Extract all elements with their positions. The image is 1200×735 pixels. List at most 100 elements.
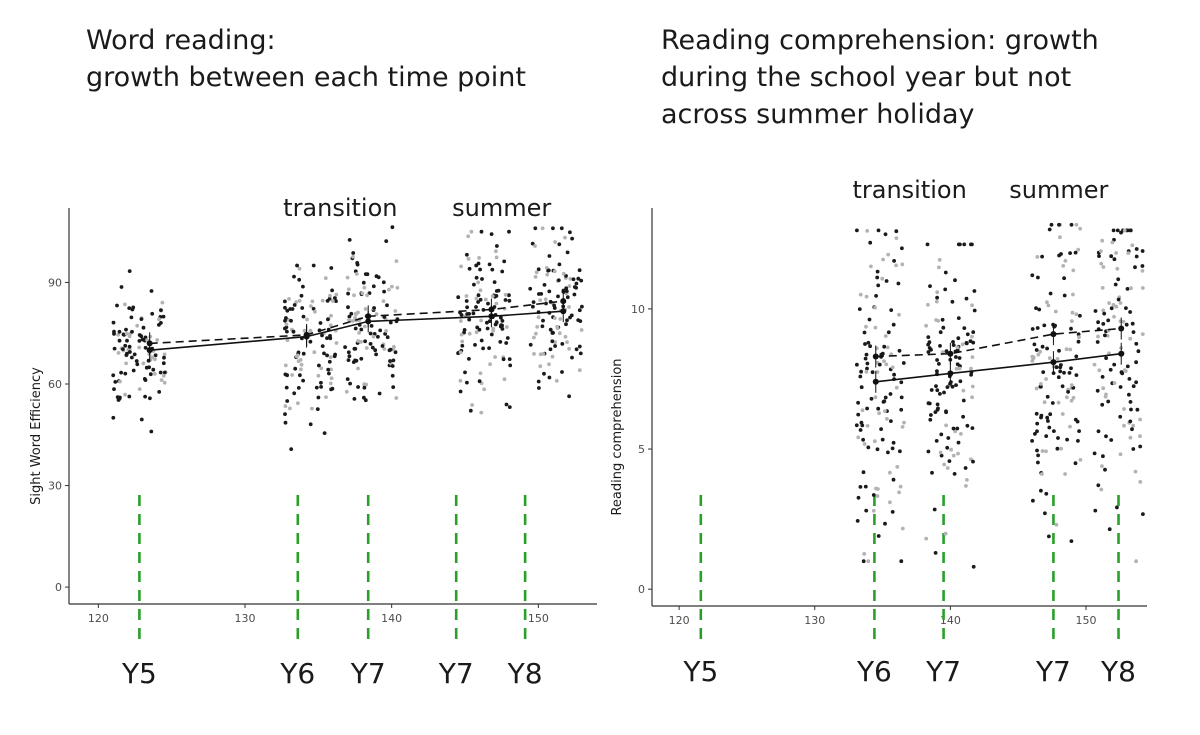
scatter-point bbox=[477, 327, 482, 332]
scatter-point bbox=[1060, 412, 1065, 416]
scatter-point bbox=[362, 382, 367, 387]
y-tick-label: 30 bbox=[48, 480, 62, 493]
scatter-point bbox=[534, 331, 538, 336]
scatter-point bbox=[858, 428, 863, 432]
scatter-point bbox=[504, 402, 509, 407]
scatter-point bbox=[870, 370, 875, 375]
mean-point bbox=[872, 378, 879, 385]
scatter-point bbox=[954, 383, 958, 387]
scatter-point bbox=[869, 396, 874, 401]
scatter-point bbox=[891, 322, 896, 327]
scatter-point bbox=[924, 536, 929, 541]
scatter-point bbox=[480, 277, 484, 281]
scatter-point bbox=[1045, 346, 1049, 351]
scatter-point bbox=[939, 432, 944, 437]
scatter-point bbox=[543, 297, 548, 302]
scatter-point bbox=[390, 373, 395, 378]
scatter-point bbox=[962, 242, 967, 247]
scatter-point bbox=[865, 366, 869, 371]
scatter-point bbox=[883, 409, 887, 413]
timepoint-label: Y5 bbox=[682, 655, 718, 688]
scatter-point bbox=[964, 341, 969, 346]
scatter-point bbox=[301, 314, 306, 319]
scatter-point bbox=[557, 262, 562, 267]
annotation-transition: transition bbox=[852, 176, 966, 204]
scatter-point bbox=[466, 257, 471, 261]
scatter-point bbox=[1050, 401, 1055, 405]
scatter-point bbox=[970, 334, 974, 339]
scatter-point bbox=[471, 311, 476, 316]
scatter-point bbox=[935, 388, 940, 393]
scatter-point bbox=[296, 350, 301, 355]
scatter-point bbox=[112, 329, 116, 334]
scatter-point bbox=[1140, 286, 1145, 290]
scatter-point bbox=[938, 392, 942, 396]
scatter-point bbox=[1112, 381, 1117, 385]
scatter-point bbox=[368, 331, 373, 336]
scatter-point bbox=[283, 404, 288, 408]
scatter-point bbox=[1134, 360, 1138, 365]
scatter-point bbox=[1036, 460, 1040, 465]
scatter-point bbox=[560, 342, 565, 346]
scatter-point bbox=[488, 362, 492, 367]
scatter-point bbox=[956, 316, 961, 320]
scatter-point bbox=[578, 319, 583, 323]
scatter-point bbox=[1048, 412, 1053, 417]
scatter-point bbox=[946, 436, 951, 440]
scatter-point bbox=[460, 343, 465, 348]
scatter-point bbox=[567, 394, 571, 399]
scatter-point bbox=[132, 352, 137, 357]
scatter-point bbox=[1131, 330, 1136, 334]
y-tick-label: 5 bbox=[638, 443, 645, 456]
scatter-point bbox=[1103, 467, 1107, 472]
scatter-point bbox=[1046, 419, 1050, 423]
scatter-point bbox=[972, 308, 977, 313]
scatter-point bbox=[890, 446, 895, 451]
scatter-point bbox=[1111, 228, 1116, 233]
scatter-point bbox=[855, 362, 859, 367]
scatter-point bbox=[489, 332, 494, 337]
scatter-point bbox=[934, 384, 938, 388]
scatter-point bbox=[150, 311, 155, 316]
scatter-point bbox=[539, 292, 544, 296]
scatter-point bbox=[1062, 276, 1066, 281]
scatter-point bbox=[932, 507, 937, 512]
scatter-point bbox=[1039, 415, 1043, 420]
scatter-point bbox=[1030, 439, 1034, 443]
scatter-point bbox=[345, 275, 350, 280]
scatter-point bbox=[945, 466, 950, 470]
scatter-point bbox=[1052, 429, 1056, 433]
scatter-point bbox=[859, 420, 864, 425]
scatter-point bbox=[540, 324, 545, 329]
scatter-point bbox=[144, 365, 149, 370]
scatter-point bbox=[117, 338, 122, 343]
scatter-point bbox=[465, 380, 469, 385]
scatter-point bbox=[462, 328, 467, 332]
scatter-point bbox=[965, 478, 969, 482]
scatter-point bbox=[886, 450, 890, 455]
scatter-point bbox=[142, 377, 147, 381]
scatter-point bbox=[945, 445, 950, 450]
scatter-point bbox=[944, 349, 949, 354]
chart-reading-comprehension: 0 5 10 120 130 140 150 Reading comprehension tra… bbox=[610, 176, 1147, 688]
scatter-point bbox=[574, 347, 579, 352]
scatter-point bbox=[1034, 306, 1038, 310]
scatter-point bbox=[467, 266, 472, 271]
scatter-point bbox=[372, 306, 376, 310]
scatter-point bbox=[936, 318, 940, 323]
scatter-point bbox=[536, 315, 541, 320]
scatter-point bbox=[1044, 449, 1048, 454]
scatter-point bbox=[1138, 434, 1142, 439]
scatter-point bbox=[1034, 411, 1039, 416]
scatter-point bbox=[1121, 319, 1126, 324]
scatter-point bbox=[329, 367, 333, 372]
scatter-point bbox=[532, 335, 536, 340]
scatter-point bbox=[956, 440, 961, 445]
scatter-point bbox=[376, 275, 381, 280]
scatter-point bbox=[505, 336, 510, 340]
scatter-point bbox=[470, 403, 474, 407]
scatter-point bbox=[368, 342, 373, 346]
scatter-point bbox=[550, 331, 555, 335]
scatter-point bbox=[938, 344, 942, 348]
scatter-point bbox=[124, 361, 128, 366]
